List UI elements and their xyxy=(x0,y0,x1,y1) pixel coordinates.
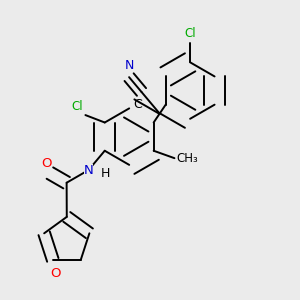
Text: N: N xyxy=(124,59,134,72)
Text: O: O xyxy=(50,267,60,280)
Text: Cl: Cl xyxy=(71,100,83,113)
Text: H: H xyxy=(101,167,110,180)
Text: N: N xyxy=(84,164,93,177)
Text: O: O xyxy=(42,157,52,170)
Text: CH₃: CH₃ xyxy=(176,152,198,165)
Text: Cl: Cl xyxy=(184,27,196,40)
Text: C: C xyxy=(134,98,142,111)
